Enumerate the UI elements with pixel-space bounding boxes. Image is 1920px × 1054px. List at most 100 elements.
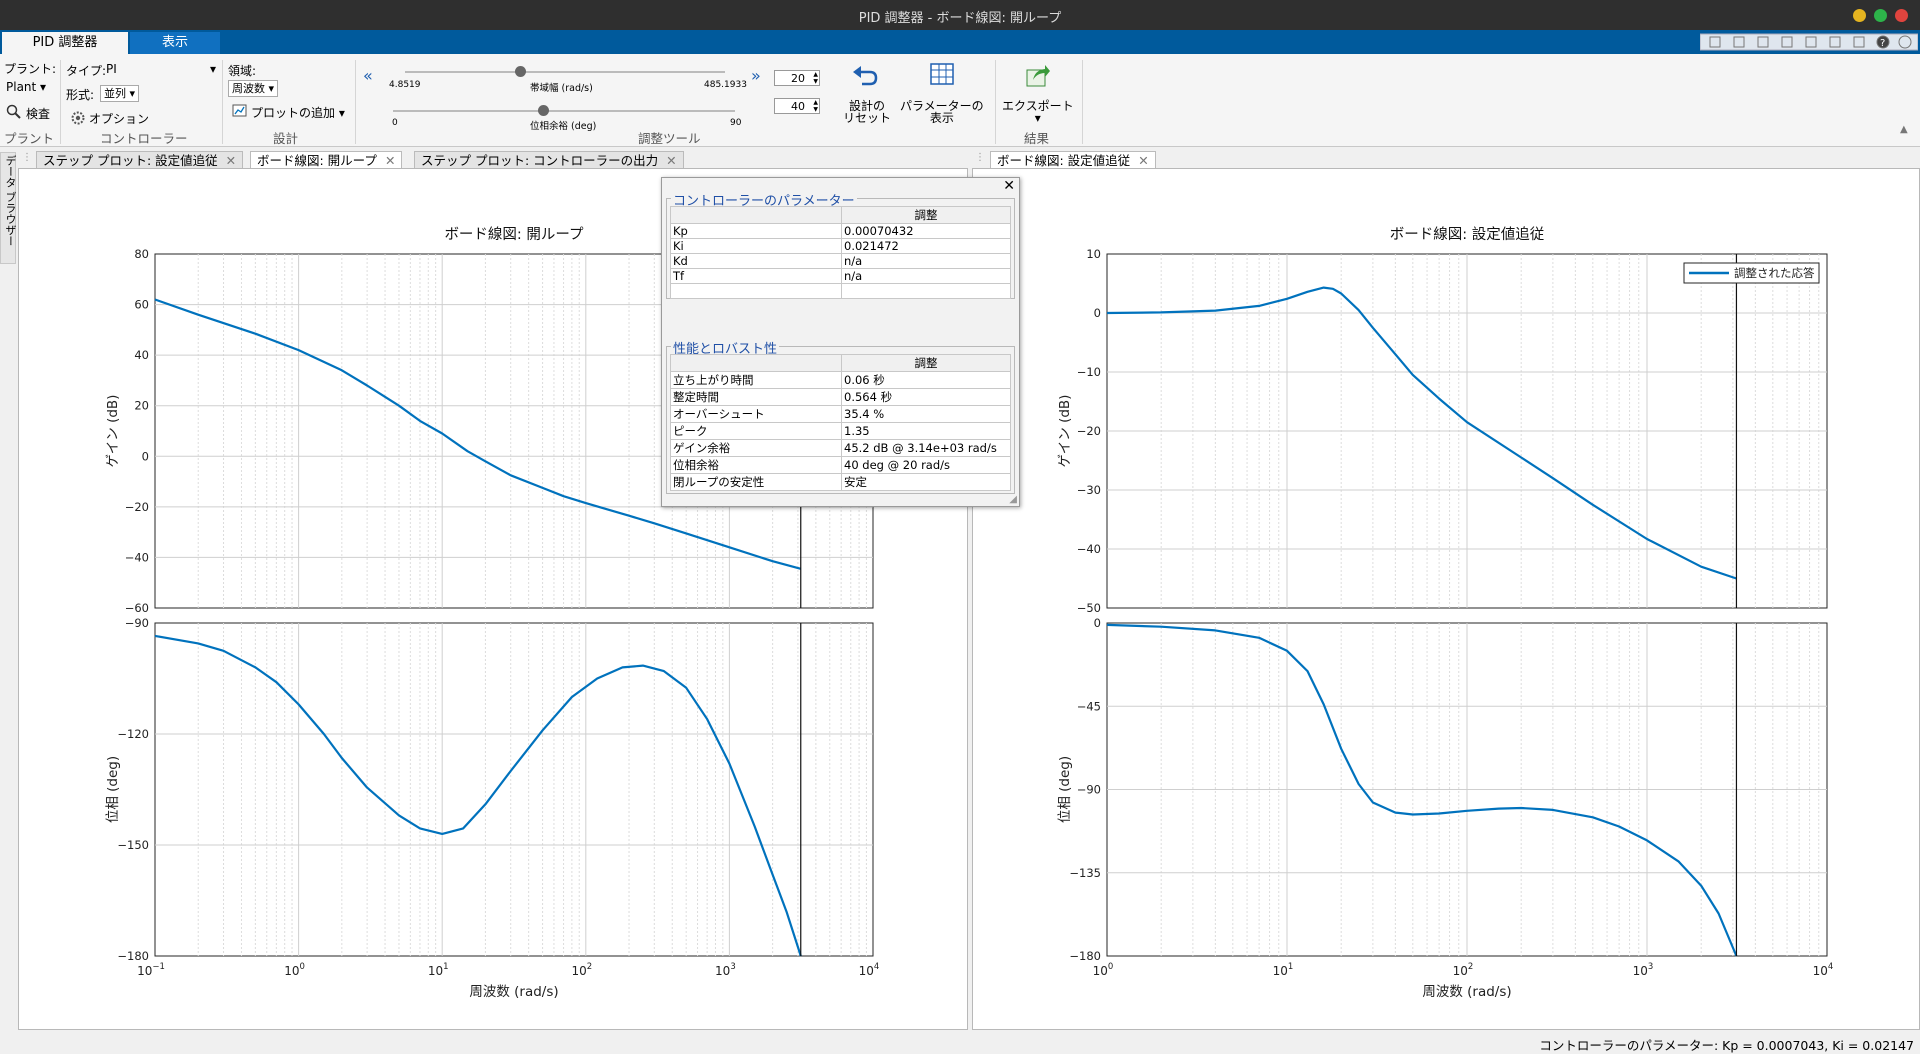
close-icon[interactable]: ✕ <box>1138 153 1149 168</box>
y-tick-label: 40 <box>134 348 149 362</box>
window-title: PID 調整器 - ボード線図: 開ループ <box>858 11 1062 26</box>
magnitude-curve <box>154 298 802 570</box>
chart-title: ボード線図: 設定値追従 <box>1390 226 1545 243</box>
add-plot-button[interactable]: プロットの追加 ▾ <box>251 106 345 120</box>
perf-row: オーバーシュート 35.4 % <box>670 405 1011 423</box>
y-tick-label: −30 <box>1077 483 1101 497</box>
y-tick-label: −45 <box>1077 699 1101 713</box>
phase-axes: 0 −45 −90 −135 −180 位相 (deg) <box>1057 616 1828 963</box>
reset-icon <box>853 66 878 86</box>
close-icon[interactable]: ✕ <box>384 153 396 168</box>
y-axis-label: ゲイン (dB) <box>1057 395 1073 468</box>
params-value: 0.021472 <box>841 238 1011 254</box>
perf-row: ピーク 1.35 <box>670 422 1011 440</box>
x-tick-label: 103 <box>1633 962 1654 978</box>
close-button[interactable] <box>1895 9 1908 22</box>
phase-margin-slider-thumb[interactable] <box>538 105 550 116</box>
perf-row: 閉ループの安定性 安定 <box>670 473 1011 491</box>
maximize-button[interactable] <box>1874 9 1887 22</box>
bandwidth-label: 帯域幅 (rad/s) <box>530 83 593 94</box>
right-plot-panel: ボード線図: 設定値追従 10 0 −10 −20 −30 −40 −50 ゲイン (dB) 0−… <box>972 168 1920 1030</box>
title-bar: PID 調整器 - ボード線図: 開ループ <box>0 0 1920 30</box>
tab-pid-tuner[interactable]: PID 調整器 <box>2 32 128 54</box>
data-browser-label: データ ブラウザー <box>4 155 17 247</box>
perf-value: 1.35 <box>841 422 1011 440</box>
perf-row: ゲイン余裕 45.2 dB @ 3.14e+03 rad/s <box>670 439 1011 457</box>
close-icon[interactable]: ✕ <box>666 153 677 168</box>
y-tick-label: −90 <box>1077 783 1101 797</box>
close-icon[interactable]: ✕ <box>225 153 237 168</box>
perf-name: 閉ループの安定性 <box>670 473 842 491</box>
x-tick-label: 104 <box>1813 962 1834 978</box>
plant-value: Plant <box>6 80 37 94</box>
export-label: エクスポート <box>1002 99 1074 113</box>
reset-design-button[interactable]: 設計の リセット <box>843 100 891 124</box>
data-browser-side-tab[interactable]: データ ブラウザー <box>0 152 17 264</box>
magnitude-axes: 10 0 −10 −20 −30 −40 −50 ゲイン (dB) <box>1057 247 1828 615</box>
perf-name: ゲイン余裕 <box>670 439 842 457</box>
parameters-group-title: コントローラーのパラメーター <box>671 190 857 209</box>
y-tick-label: 0 <box>1094 306 1101 320</box>
performance-col-header: 調整 <box>841 354 1011 372</box>
parameters-group: コントローラーのパラメーター 調整 Kp 0.00070432 Ki 0.021472… <box>666 190 1015 299</box>
parameters-col-header: 調整 <box>841 206 1011 224</box>
y-tick-label: −150 <box>117 838 149 852</box>
params-empty-row <box>670 283 1011 299</box>
bandwidth-spinner[interactable]: 20 ▲ ▼ <box>774 70 820 86</box>
perf-name: 立ち上がり時間 <box>670 371 842 389</box>
slider-left-chevron-icon[interactable]: « <box>363 66 373 85</box>
show-parameters-button[interactable]: パラメーターの 表示 <box>900 100 984 124</box>
spinner-arrows-icon[interactable]: ▲ ▼ <box>813 71 818 85</box>
params-name: Tf <box>670 268 842 284</box>
plant-dropdown[interactable]: Plant ▾ <box>6 80 47 94</box>
doc-tab-step-setpoint[interactable]: ステップ プロット: 設定値追従 ✕ <box>36 151 244 170</box>
resize-grip-icon[interactable]: ◢ <box>1009 494 1017 505</box>
spinner-arrows-icon[interactable]: ▲ ▼ <box>813 99 818 113</box>
collapse-ribbon-icon[interactable]: ▲ <box>1900 124 1908 135</box>
doc-tab-bode-open-loop[interactable]: ボード線図: 開ループ ✕ <box>250 151 403 170</box>
legend-label: 調整された応答 <box>1734 266 1815 280</box>
params-label-2: 表示 <box>929 111 954 125</box>
reset-label-2: リセット <box>843 111 892 125</box>
doc-tab-label: ボード線図: 設定値追従 <box>997 153 1131 168</box>
params-name: Ki <box>670 238 842 254</box>
phase-margin-slider-track[interactable] <box>393 110 735 112</box>
section-controller: コントローラー <box>100 131 188 146</box>
section-plant: プラント <box>4 131 55 146</box>
tab-view[interactable]: 表示 <box>130 32 220 54</box>
export-button[interactable]: エクスポート ▾ <box>1002 99 1074 125</box>
y-tick-label: 20 <box>134 399 149 413</box>
bandwidth-slider-track[interactable] <box>405 71 725 73</box>
params-row: Ki 0.021472 <box>670 238 1011 254</box>
y-tick-label: 10 <box>1086 247 1101 261</box>
close-icon[interactable]: ✕ <box>1003 178 1015 194</box>
y-axis-label: 位相 (deg) <box>1057 756 1073 823</box>
options-button[interactable]: オプション <box>89 112 150 126</box>
perf-value: 安定 <box>841 473 1011 491</box>
ribbon: プラント: Plant ▾ 検査 プラント タイプ: PI ▾ 形式: 並列 ▾ … <box>0 54 1920 147</box>
search-icon <box>6 104 21 119</box>
domain-dropdown[interactable]: 周波数 ▾ <box>228 80 279 97</box>
phase-margin-spinner[interactable]: 40 ▲ ▼ <box>774 98 820 114</box>
controller-form-dropdown[interactable]: 並列 ▾ <box>100 85 140 102</box>
controller-type-dropdown[interactable]: PI ▾ <box>106 62 216 76</box>
y-tick-label: −180 <box>1069 949 1101 963</box>
bandwidth-value: 20 <box>791 72 805 85</box>
x-axis-label: 周波数 (rad/s) <box>469 984 558 1000</box>
params-row: Kp 0.00070432 <box>670 223 1011 239</box>
x-axis: 10−1 100 101 102 103 104 周波数 (rad/s) <box>137 962 879 1000</box>
y-tick-label: 80 <box>134 247 149 261</box>
quick-access-toolbar[interactable]: ? <box>1700 32 1918 52</box>
doc-tab-step-controller-output[interactable]: ステップ プロット: コントローラーの出力 ✕ <box>414 151 684 170</box>
phase-margin-label: 位相余裕 (deg) <box>530 121 597 132</box>
y-tick-label: −135 <box>1069 866 1101 880</box>
y-tick-label: 0 <box>1094 616 1101 630</box>
bandwidth-slider-thumb[interactable] <box>515 66 527 77</box>
inspect-button[interactable]: 検査 <box>26 107 51 121</box>
minimize-button[interactable] <box>1853 9 1866 22</box>
doc-tab-bode-setpoint[interactable]: ボード線図: 設定値追従 ✕ <box>990 151 1156 170</box>
status-bar: コントローラーのパラメーター: Kp = 0.0007043, Ki = 0.0… <box>0 1032 1920 1053</box>
doc-tab-label: ステップ プロット: コントローラーの出力 <box>421 153 659 168</box>
slider-right-chevron-icon[interactable]: » <box>751 66 761 85</box>
